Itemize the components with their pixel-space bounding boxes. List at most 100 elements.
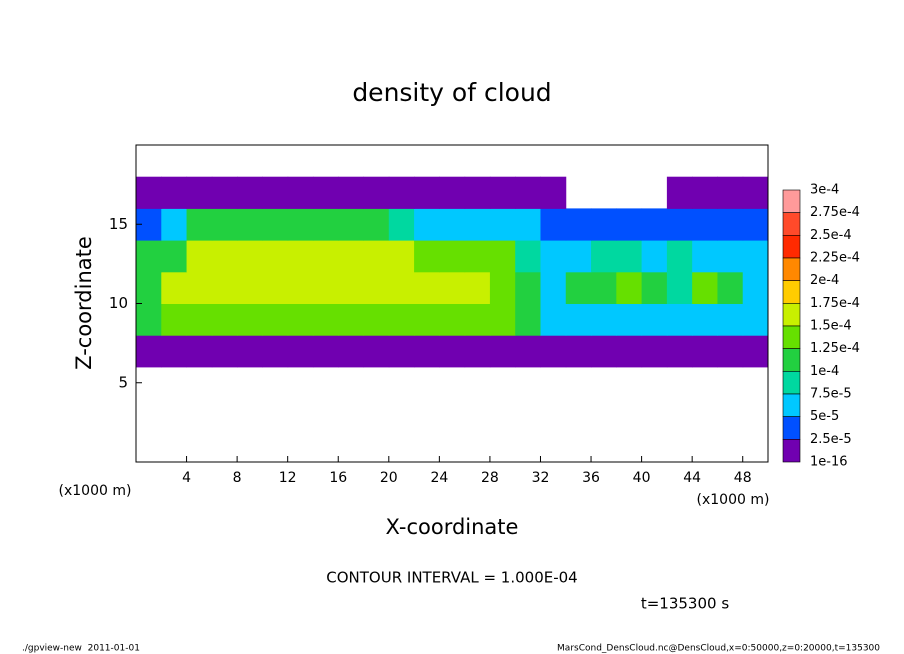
- heat-cell: [490, 399, 516, 431]
- heat-cell: [136, 145, 162, 177]
- time-note: t=135300 s: [641, 595, 729, 613]
- heat-cell: [237, 399, 263, 431]
- heat-cell: [666, 271, 693, 304]
- heat-cell: [540, 208, 567, 241]
- heat-cell: [161, 430, 187, 462]
- heat-cell: [136, 430, 162, 462]
- heat-cell: [388, 208, 415, 241]
- x-tick-label: 20: [380, 470, 398, 486]
- heat-cell: [667, 430, 693, 462]
- heat-cell: [642, 399, 668, 431]
- heat-cell: [262, 271, 289, 304]
- heat-cell: [262, 208, 289, 241]
- colorbar-label: 1.25e-4: [810, 341, 860, 356]
- colorbar-box: [782, 439, 801, 463]
- x-tick-label: 12: [279, 470, 297, 486]
- heat-cell: [439, 335, 466, 368]
- heat-cell: [262, 176, 289, 209]
- colorbar-box: [782, 280, 801, 304]
- heat-cell: [338, 335, 365, 368]
- heat-cell: [211, 335, 238, 368]
- colorbar-box: [782, 348, 801, 372]
- heat-cell: [136, 335, 162, 368]
- heat-cell: [464, 335, 491, 368]
- heat-cell: [490, 145, 516, 177]
- heat-cell: [312, 271, 339, 304]
- heat-cell: [262, 399, 288, 431]
- heat-cell: [237, 145, 263, 177]
- heat-cell: [591, 271, 617, 304]
- heat-cell: [616, 335, 643, 368]
- heat-cell: [667, 367, 693, 399]
- heat-cell: [666, 176, 693, 209]
- heat-cell: [414, 399, 440, 431]
- heat-cell: [566, 399, 592, 431]
- heat-cell: [591, 145, 617, 177]
- heat-cell: [313, 145, 339, 177]
- heat-cell: [211, 271, 238, 304]
- colorbar-box: [782, 257, 801, 281]
- heat-cell: [287, 240, 314, 273]
- heat-cell: [161, 303, 188, 336]
- heat-cell: [262, 240, 289, 273]
- heat-cell: [742, 240, 769, 273]
- heat-cell: [642, 177, 668, 209]
- heat-cell: [717, 367, 743, 399]
- heat-cell: [717, 240, 744, 273]
- heat-cell: [692, 145, 718, 177]
- heat-cell: [287, 335, 314, 368]
- heat-cell: [414, 145, 440, 177]
- heat-cell: [743, 430, 769, 462]
- heat-cell: [136, 240, 162, 273]
- heat-cell: [186, 176, 213, 209]
- heat-cell: [717, 271, 744, 304]
- heat-cell: [161, 145, 187, 177]
- heat-cell: [237, 335, 263, 368]
- heat-cell: [591, 240, 617, 273]
- heat-cell: [161, 271, 188, 304]
- heat-cell: [288, 367, 314, 399]
- heat-cell: [566, 145, 592, 177]
- heat-cell: [287, 303, 314, 336]
- heat-cell: [237, 367, 263, 399]
- heat-cell: [212, 399, 238, 431]
- heat-cell: [692, 176, 718, 209]
- heat-cell: [565, 335, 592, 368]
- heat-cell: [211, 303, 238, 336]
- heat-cell: [287, 271, 314, 304]
- heat-cell: [389, 367, 415, 399]
- heat-cell: [439, 271, 466, 304]
- heat-cell: [464, 208, 491, 241]
- heat-cell: [287, 208, 314, 241]
- heat-cell: [313, 430, 339, 462]
- heat-cell: [161, 335, 188, 368]
- heat-cell: [338, 303, 365, 336]
- heat-cell: [515, 145, 541, 177]
- heat-cell: [465, 399, 491, 431]
- heat-cell: [591, 335, 617, 368]
- heat-cell: [489, 335, 516, 368]
- heat-cell: [742, 271, 769, 304]
- x-tick-label: 36: [582, 470, 600, 486]
- heat-cell: [414, 430, 440, 462]
- heat-cell: [515, 399, 541, 431]
- heat-cell: [186, 303, 213, 336]
- heat-cell: [692, 208, 718, 241]
- heat-cell: [186, 271, 213, 304]
- heat-cell: [338, 208, 365, 241]
- heat-cell: [616, 177, 642, 209]
- heat-cell: [312, 240, 339, 273]
- y-axis-label: Z-coordinate: [72, 236, 96, 370]
- heat-cell: [363, 271, 390, 304]
- heat-cell: [388, 240, 415, 273]
- heat-cell: [388, 271, 415, 304]
- heat-cell: [565, 303, 592, 336]
- heat-cell: [465, 145, 491, 177]
- heat-cell: [540, 335, 567, 368]
- heat-cell: [616, 145, 642, 177]
- heat-cell: [414, 208, 440, 241]
- heat-cell: [288, 430, 314, 462]
- heat-cell: [338, 430, 364, 462]
- heat-cell: [136, 399, 162, 431]
- colorbar-box: [782, 303, 801, 327]
